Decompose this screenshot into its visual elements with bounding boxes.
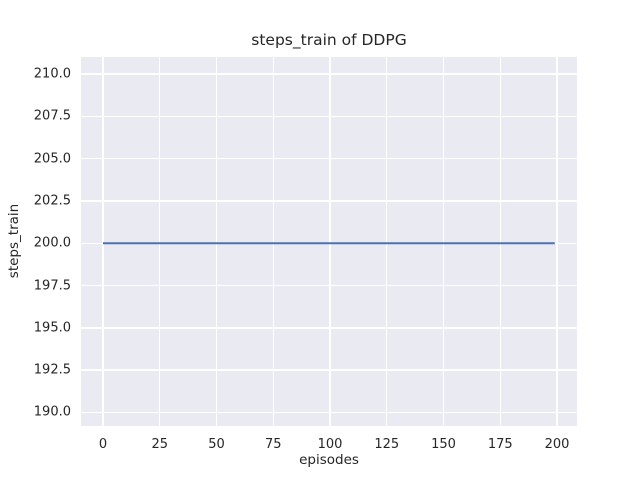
y-tick-label: 195.0	[33, 320, 71, 336]
y-tick-label: 210.0	[33, 66, 71, 82]
y-gridline	[81, 369, 577, 371]
x-gridline	[386, 57, 388, 426]
x-gridline	[215, 57, 218, 426]
x-tick-label: 150	[431, 437, 456, 452]
y-tick-label: 192.5	[33, 362, 71, 378]
y-gridline	[81, 284, 577, 287]
x-tick-label: 175	[487, 437, 513, 452]
y-tick-label: 202.5	[33, 193, 71, 209]
x-tick-label: 50	[208, 437, 225, 452]
x-axis-label: episodes	[299, 452, 359, 468]
y-gridline	[81, 73, 577, 75]
y-tick-label: 197.5	[33, 278, 71, 293]
y-gridline	[81, 115, 577, 117]
y-tick-label: 207.5	[33, 108, 71, 124]
x-tick-label: 75	[264, 437, 282, 452]
y-gridline	[81, 157, 577, 160]
y-tick-label: 205.0	[33, 151, 71, 167]
y-tick-label: 200.0	[33, 235, 71, 251]
x-gridline	[442, 57, 445, 426]
x-gridline	[556, 57, 558, 426]
y-tick-label: 190.0	[33, 404, 71, 420]
x-tick-label: 0	[98, 437, 108, 452]
x-tick-label: 25	[151, 437, 169, 452]
plot-area	[81, 57, 577, 426]
y-gridline	[81, 327, 577, 329]
x-gridline	[329, 57, 331, 426]
x-gridline	[159, 57, 161, 426]
x-gridline	[102, 57, 104, 426]
x-gridline	[272, 57, 274, 426]
x-tick-label: 125	[374, 437, 400, 452]
x-tick-label: 200	[544, 437, 570, 452]
y-gridline	[81, 411, 577, 414]
y-gridline	[81, 200, 577, 202]
series-layer	[103, 242, 555, 245]
x-tick-label: 100	[317, 437, 343, 452]
chart-title: steps_train of DDPG	[251, 31, 407, 49]
x-gridline	[499, 57, 501, 426]
